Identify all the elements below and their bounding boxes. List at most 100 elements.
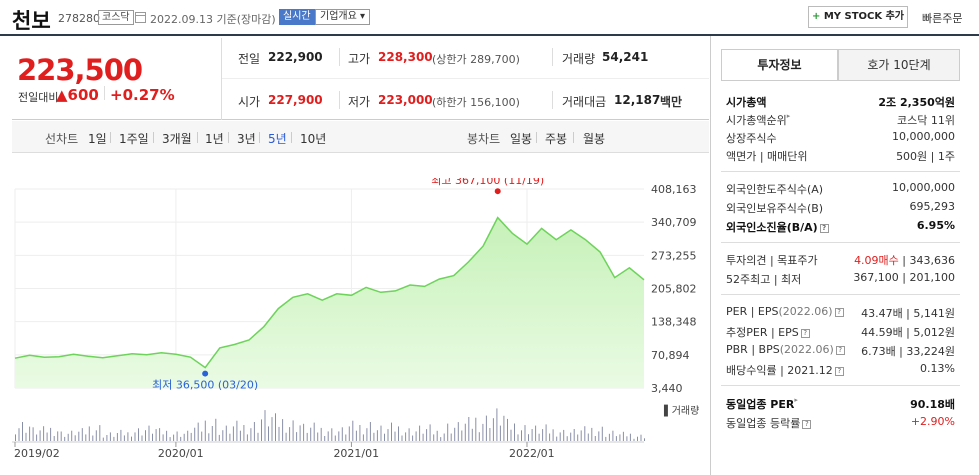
stock-code: 278280 <box>58 12 100 25</box>
volume-bar <box>211 426 213 441</box>
volume-bar <box>289 427 291 441</box>
volume-bar <box>229 433 231 441</box>
opinion-label: 투자의견 | 목표주가 <box>726 254 818 267</box>
foreign-hold-label: 외국인보유주식수(B) <box>726 202 824 215</box>
tab-orderbook[interactable]: 호가 10단계 <box>838 49 960 81</box>
volume-bar <box>134 432 136 441</box>
volume-bar <box>637 436 638 441</box>
volume-bar <box>531 429 533 441</box>
foreign-ratio-label: 외국인소진율(B/A)? <box>726 219 829 235</box>
stock-header <box>0 0 979 36</box>
tab-invest-info[interactable]: 투자정보 <box>721 49 838 81</box>
volume-bar <box>573 429 575 441</box>
volume-bar <box>376 430 378 441</box>
company-overview-button[interactable]: 기업개요 ▾ <box>315 9 370 25</box>
change-percent: +0.27% <box>110 86 175 104</box>
volume-bar <box>422 433 424 441</box>
high-value: 228,300 <box>378 50 433 64</box>
period-10y[interactable]: 10년 <box>300 132 327 146</box>
volume-bar <box>584 426 586 441</box>
help-icon[interactable]: ? <box>835 345 845 355</box>
opinion-value: 4.09매수 <box>854 254 899 267</box>
divider <box>221 38 222 120</box>
shares-value: 10,000,000 <box>892 130 955 143</box>
volume-bar <box>552 429 554 441</box>
candle-weekly[interactable]: 주봉 <box>545 132 568 146</box>
volume-bar <box>436 430 438 441</box>
prev-close-value: 222,900 <box>268 50 323 64</box>
candle-daily[interactable]: 일봉 <box>510 132 533 146</box>
period-5y[interactable]: 5년 <box>268 132 287 146</box>
shares-label: 상장주식수 <box>726 132 777 145</box>
add-mystock-button[interactable]: + MY STOCK 추가 <box>808 6 908 28</box>
volume-bar <box>253 422 255 441</box>
period-3y[interactable]: 3년 <box>237 132 256 146</box>
candle-chart-label: 봉차트 <box>467 132 501 146</box>
help-icon[interactable]: ? <box>834 307 844 317</box>
price-line <box>14 216 645 369</box>
divider <box>552 91 553 109</box>
volume-bar <box>629 433 631 441</box>
industry-per-label: 동일업종 PER▸ <box>726 396 798 412</box>
y-tick-label: 340,709 <box>651 216 697 229</box>
volume-bar <box>338 431 340 441</box>
low-annotation: 최저 36,500 (03/20) <box>152 379 258 392</box>
divider <box>110 132 111 143</box>
period-1w[interactable]: 1주일 <box>119 132 149 146</box>
divider <box>721 80 960 81</box>
volume-bar <box>398 426 399 441</box>
volume-bar <box>327 431 329 441</box>
volume-bar <box>299 425 301 441</box>
y-tick-label: 3,440 <box>651 382 683 395</box>
divider <box>573 132 574 143</box>
upper-limit: (상한가 289,700) <box>432 53 520 66</box>
market-cap-rank-row[interactable]: 시가총액순위▸ 코스닥 11위 <box>726 112 955 128</box>
line-chart-label: 선차트 <box>45 132 79 146</box>
volume-bar <box>74 435 76 441</box>
foreign-limit-row: 외국인한도주식수(A) 10,000,000 <box>726 181 955 197</box>
volume-bar <box>88 426 90 441</box>
volume-bar <box>577 434 579 441</box>
volume-bar <box>478 432 480 441</box>
candle-monthly[interactable]: 월봉 <box>583 132 606 146</box>
volume-bar <box>369 422 371 441</box>
help-icon[interactable]: ? <box>800 328 810 338</box>
per-eps-label: PER | EPS(2022.06)? <box>726 305 844 318</box>
volume-bar <box>296 432 298 441</box>
divider <box>721 294 960 295</box>
volume-bar <box>348 426 350 441</box>
industry-per-label-text: 동일업종 PER <box>726 398 795 411</box>
volume-bar <box>359 425 361 441</box>
high-label: 고가 <box>348 52 371 66</box>
help-icon[interactable]: ? <box>834 366 844 376</box>
help-icon[interactable]: ? <box>819 223 829 233</box>
volume-bar <box>454 427 456 441</box>
market-cap-value: 2조 2,350억원 <box>878 96 955 109</box>
period-1d[interactable]: 1일 <box>88 132 107 146</box>
volume-bar <box>236 420 238 441</box>
volume-bar <box>345 434 347 441</box>
industry-per-value: 90.18배 <box>910 398 955 411</box>
volume-bar <box>355 430 357 441</box>
volume-bar <box>461 430 463 441</box>
volume-bar <box>468 417 470 441</box>
foreign-ratio-row: 외국인소진율(B/A)? 6.95% <box>726 219 955 235</box>
period-1y[interactable]: 1년 <box>205 132 224 146</box>
realtime-button[interactable]: 실시간 <box>279 9 315 25</box>
volume-bar <box>183 433 185 441</box>
period-3m[interactable]: 3개월 <box>162 132 192 146</box>
pbr-bps-label: PBR | BPS(2022.06)? <box>726 343 845 356</box>
volume-bar <box>78 431 80 441</box>
calendar-icon <box>135 12 146 23</box>
quick-order-button[interactable]: 빠른주문 <box>922 12 963 25</box>
help-icon[interactable]: ? <box>802 419 812 429</box>
industry-change-label-text: 동일업종 등락률 <box>726 417 801 430</box>
rank-label: 시가총액순위▸ <box>726 112 790 128</box>
plus-icon: + <box>811 11 821 22</box>
volume-bar <box>292 420 294 441</box>
volume-bar <box>243 425 245 441</box>
industry-per-row[interactable]: 동일업종 PER▸ 90.18배 <box>726 396 955 412</box>
est-per-label-text: 추정PER | EPS <box>726 326 799 339</box>
volume-bar <box>64 436 66 441</box>
volume-bar <box>43 426 45 441</box>
